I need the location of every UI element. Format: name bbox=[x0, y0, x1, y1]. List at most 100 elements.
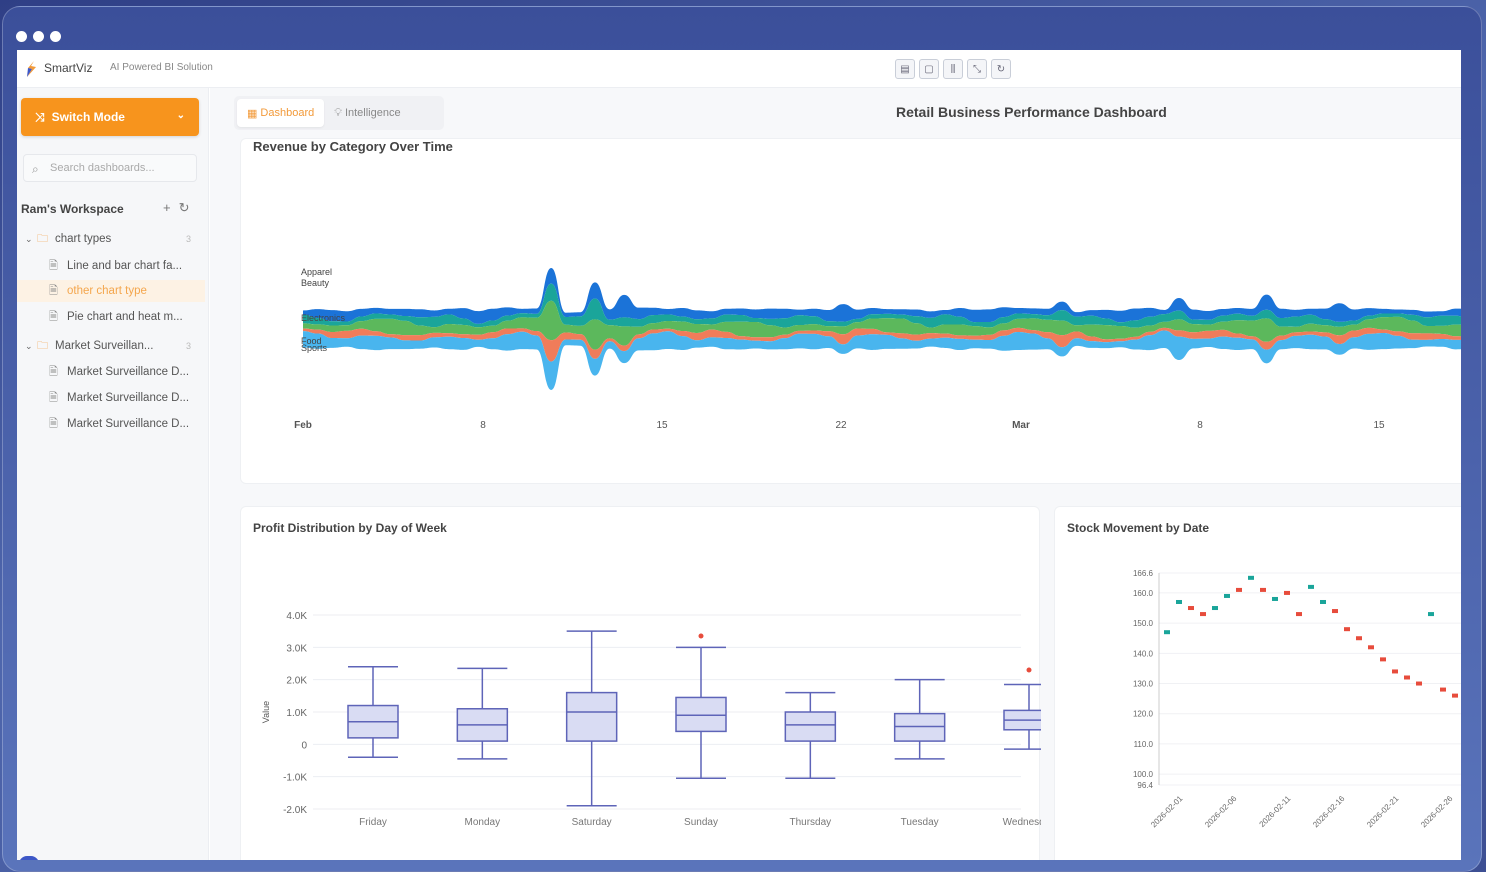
refresh-icon[interactable]: ↻ bbox=[991, 59, 1011, 79]
y-tick-label: -2.0K bbox=[283, 805, 307, 816]
x-tick-label: 22 bbox=[835, 420, 847, 431]
tree-file[interactable]: 🗎︎ Market Surveillance D... bbox=[17, 387, 205, 409]
chevron-down-icon: ⌄ bbox=[25, 233, 33, 244]
box-iqr bbox=[565, 691, 618, 742]
box-tuesday bbox=[893, 678, 946, 760]
tree-item-label: chart types bbox=[55, 233, 112, 245]
candle-up bbox=[1212, 606, 1218, 611]
x-tick-label: 15 bbox=[1373, 420, 1385, 431]
x-tick-label: Saturday bbox=[572, 817, 612, 828]
brand-name: SmartViz bbox=[44, 61, 93, 75]
candle-down bbox=[1296, 612, 1302, 617]
folder-icon: 🗀︎ bbox=[37, 232, 48, 245]
top-bar: SmartViz AI Powered BI Solution ▤ ▢ ⫼ ⤡ … bbox=[17, 50, 1461, 88]
tab-dashboard[interactable]: ▦ Dashboard bbox=[237, 99, 325, 127]
layout-icon[interactable]: ▤ bbox=[895, 59, 915, 79]
candle-down bbox=[1188, 606, 1194, 611]
candle-down bbox=[1284, 590, 1290, 595]
search-dashboards-input[interactable]: ⌕ Search dashboards... bbox=[23, 154, 197, 182]
tree-item-label: Market Surveillance D... bbox=[67, 366, 190, 378]
y-tick-label: 3.0K bbox=[286, 643, 307, 654]
file-icon: 🗎︎ bbox=[49, 417, 58, 430]
dashboard-title: Retail Business Performance Dashboard bbox=[896, 104, 1167, 120]
x-tick-label: Feb bbox=[294, 420, 312, 431]
stock-chart: 166.6 160.0 150.0 140.0 130.0 120.0 110.0 100.0… bbox=[1133, 569, 1461, 830]
tree-file[interactable]: 🗎︎ Line and bar chart fa... bbox=[17, 255, 205, 277]
file-icon: 🗎︎ bbox=[49, 391, 58, 404]
workspace-actions: + ↻ bbox=[163, 200, 190, 216]
dashboard-icon: ▦ bbox=[247, 107, 258, 120]
candle-up bbox=[1248, 575, 1254, 580]
collapse-icon[interactable]: ⤡ bbox=[967, 59, 987, 79]
tree-item-label: Market Surveillance D... bbox=[67, 392, 190, 404]
window-dot-icon[interactable] bbox=[33, 31, 44, 42]
file-icon: 🗎︎ bbox=[49, 259, 58, 272]
y-tick-label: 166.6 bbox=[1133, 569, 1154, 578]
candle-down bbox=[1356, 636, 1362, 641]
candle-down bbox=[1344, 627, 1350, 632]
tree-file[interactable]: 🗎︎ Market Surveillance D... bbox=[17, 413, 205, 435]
stream-layer-label: Electronics bbox=[301, 313, 346, 323]
x-tick-label: Monday bbox=[465, 817, 501, 828]
avatar[interactable] bbox=[19, 856, 39, 860]
tree-file[interactable]: 🗎︎ other chart type bbox=[17, 280, 205, 302]
profit-chart: 4.0K 3.0K 2.0K 1.0K 0 -1.0K -2.0K Value Friday Mo… bbox=[261, 611, 1041, 828]
stock-chart-title: Stock Movement by Date bbox=[1067, 521, 1210, 535]
box-iqr bbox=[675, 696, 727, 733]
search-placeholder: Search dashboards... bbox=[50, 162, 155, 174]
y-tick-label: 96.4 bbox=[1137, 781, 1153, 790]
tab-intelligence-label: Intelligence bbox=[344, 107, 401, 119]
candle-up bbox=[1320, 599, 1326, 604]
tree-item-label: Market Surveillance D... bbox=[67, 418, 190, 430]
candle-down bbox=[1440, 687, 1446, 692]
box-saturday bbox=[565, 630, 618, 807]
stream-layer bbox=[303, 283, 1461, 328]
switch-mode-button[interactable]: ⤨ Switch Mode ⌄ bbox=[21, 98, 199, 136]
columns-icon[interactable]: ⫼ bbox=[943, 59, 963, 79]
x-tick-label: 8 bbox=[480, 420, 486, 431]
revenue-chart-title: Revenue by Category Over Time bbox=[253, 139, 453, 154]
tree-file[interactable]: 🗎︎ Pie chart and heat m... bbox=[17, 306, 205, 328]
shuffle-icon: ⤨ bbox=[35, 109, 45, 124]
smartviz-logo-icon bbox=[27, 61, 36, 77]
chevron-down-icon: ⌄ bbox=[176, 110, 185, 121]
window-controls bbox=[16, 31, 61, 42]
candle-up bbox=[1272, 596, 1278, 601]
tab-intelligence[interactable]: 💡︎ Intelligence bbox=[324, 99, 410, 127]
window-dot-icon[interactable] bbox=[50, 31, 61, 42]
stream-layer-label: Beauty bbox=[301, 278, 330, 288]
workspace-title: Ram's Workspace bbox=[21, 202, 124, 216]
stream-layer-label: Food bbox=[301, 336, 322, 346]
y-tick-label: 1.0K bbox=[286, 708, 307, 719]
candle-down bbox=[1236, 587, 1242, 592]
file-icon: 🗎︎ bbox=[49, 284, 58, 297]
x-tick-label: Friday bbox=[359, 817, 387, 828]
stock-chart-card: Stock Movement by Date 166.6 160.0 150.0 14… bbox=[1054, 506, 1461, 860]
candle-down bbox=[1452, 693, 1458, 698]
y-tick-label: 100.0 bbox=[1133, 770, 1154, 779]
x-tick-label: 15 bbox=[656, 420, 668, 431]
refresh-workspace-icon[interactable]: ↻ bbox=[178, 200, 190, 215]
window-dot-icon[interactable] bbox=[16, 31, 27, 42]
stream-layer-label: Apparel bbox=[301, 267, 332, 277]
file-icon: 🗎︎ bbox=[49, 310, 58, 323]
y-tick-label: 120.0 bbox=[1133, 710, 1154, 719]
tree-file[interactable]: 🗎︎ Market Surveillance D... bbox=[17, 361, 205, 383]
box-sunday bbox=[675, 633, 727, 780]
x-tick-label: 2026-02-21 bbox=[1365, 794, 1401, 830]
x-tick-label: 2026-02-26 bbox=[1419, 794, 1455, 830]
stream-layer bbox=[303, 330, 1461, 390]
tree-count: 3 bbox=[185, 341, 191, 351]
x-tick-label: Thursday bbox=[789, 817, 831, 828]
add-icon[interactable]: + bbox=[163, 200, 171, 215]
comment-icon[interactable]: ▢ bbox=[919, 59, 939, 79]
candle-down bbox=[1416, 681, 1422, 686]
x-tick-label: 2026-02-01 bbox=[1149, 794, 1185, 830]
outlier-point bbox=[698, 633, 704, 639]
tree-folder[interactable]: ⌄ 🗀︎ chart types 3 bbox=[17, 228, 205, 250]
y-tick-label: 140.0 bbox=[1133, 649, 1154, 658]
candle-up bbox=[1164, 630, 1170, 635]
tree-folder[interactable]: ⌄ 🗀︎ Market Surveillan... 3 bbox=[17, 335, 205, 357]
folder-icon: 🗀︎ bbox=[37, 339, 48, 352]
lightbulb-icon: 💡︎ bbox=[334, 106, 342, 119]
